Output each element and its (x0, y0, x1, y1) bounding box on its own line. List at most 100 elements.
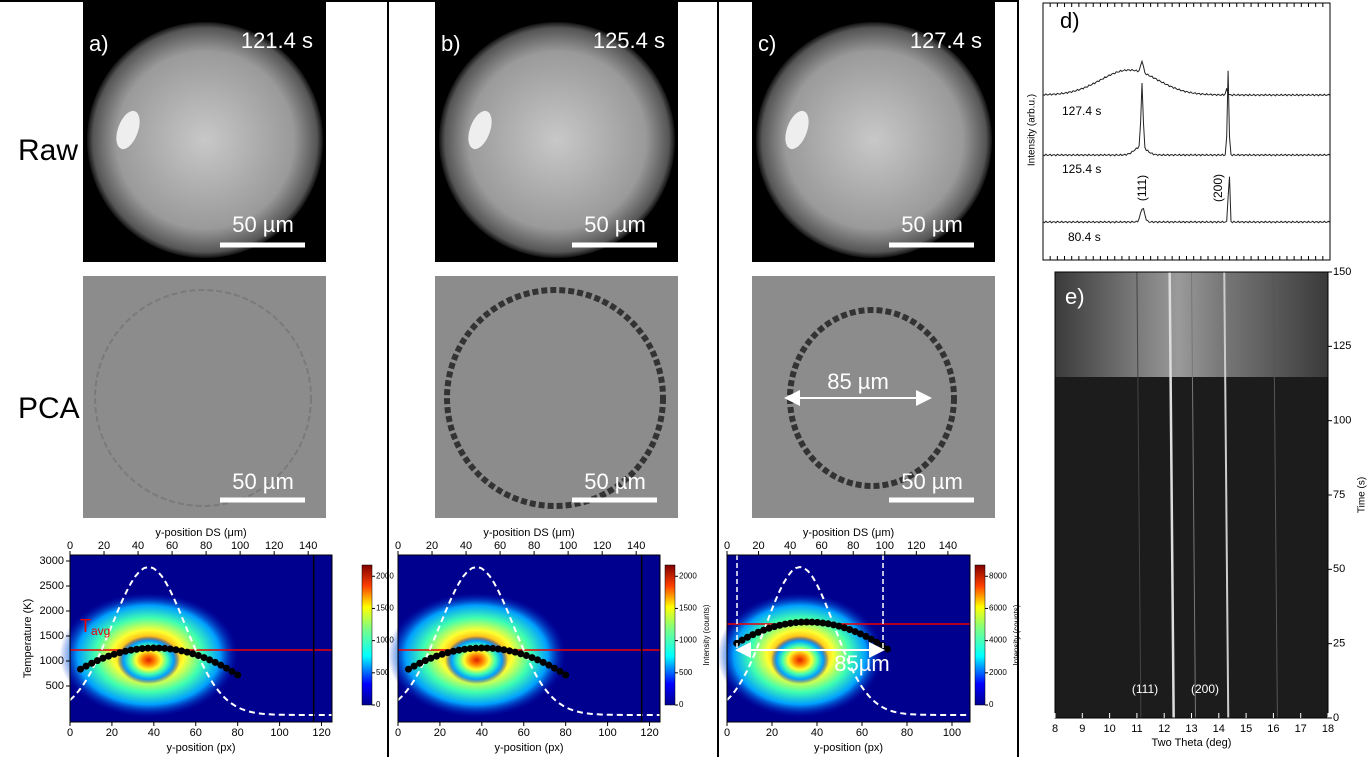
text: 50 µm (584, 469, 646, 494)
text: 50 µm (232, 212, 294, 237)
text: 40 (811, 727, 823, 739)
text: 100 (559, 540, 577, 552)
text: 20 (766, 727, 778, 739)
text: 50 µm (901, 469, 963, 494)
text: 80 (901, 727, 913, 739)
text: 2000 (679, 571, 697, 580)
text: Intensity (arb.u.) (1027, 94, 1038, 166)
text: 1000 (40, 655, 64, 667)
text: 14 (1213, 723, 1225, 735)
text: 1000 (679, 636, 697, 645)
text: 120 (312, 727, 330, 739)
text: 50 µm (901, 212, 963, 237)
text: 2000 (989, 668, 1007, 677)
text: (111) (1132, 682, 1158, 696)
text: 0 (376, 700, 381, 709)
text: 2500 (40, 580, 64, 592)
text: 125.4 s (593, 28, 665, 53)
text: 8 (1052, 723, 1058, 735)
heat-core (117, 636, 180, 684)
text: 0 (1333, 712, 1339, 724)
figure: RawPCAa)121.4 s50 µm50 µmTavgy-position … (0, 0, 1368, 757)
text: 12 (1158, 723, 1170, 735)
text: 85 µm (827, 369, 889, 394)
text: 20 (98, 540, 110, 552)
text: 120 (907, 540, 925, 552)
text: Intensity (counts) (1012, 604, 1021, 665)
text: 140 (299, 540, 317, 552)
text: 100 (876, 540, 894, 552)
text: Two Theta (deg) (1152, 737, 1232, 749)
text: 15 (1240, 723, 1252, 735)
text: 2000 (376, 571, 394, 580)
text: 20 (752, 540, 764, 552)
text: 2000 (40, 605, 64, 617)
text: 4000 (989, 636, 1007, 645)
text: e) (1065, 284, 1085, 309)
text: 60 (518, 727, 530, 739)
text: y-position (px) (166, 742, 235, 754)
text: 60 (494, 540, 506, 552)
text: 50 µm (232, 469, 294, 494)
text: Intensity (counts) (702, 604, 711, 665)
text: 127.4 s (1062, 104, 1101, 118)
heat-core (445, 636, 508, 684)
text: 100 (270, 727, 288, 739)
text: 125.4 s (1062, 162, 1101, 176)
colorbar (975, 565, 985, 705)
text: 100 (1333, 415, 1351, 427)
text: 0 (724, 540, 730, 552)
text: y-position DS (μm) (483, 527, 574, 539)
text: d) (1060, 8, 1080, 33)
text: 0 (724, 727, 730, 739)
text: 80 (528, 540, 540, 552)
text: 20 (434, 727, 446, 739)
text: 40 (476, 727, 488, 739)
text: 60 (166, 540, 178, 552)
text: 0 (395, 540, 401, 552)
text: 20 (426, 540, 438, 552)
text: b) (441, 31, 461, 56)
text: 40 (784, 540, 796, 552)
text: 50 µm (584, 212, 646, 237)
text: 6000 (989, 604, 1007, 613)
text: 0 (67, 540, 73, 552)
text: 120 (265, 540, 283, 552)
text: y-position (px) (814, 742, 883, 754)
text: 60 (816, 540, 828, 552)
text: 17 (1295, 723, 1307, 735)
colorbar (665, 565, 675, 705)
text: 127.4 s (910, 28, 982, 53)
text: y-position DS (μm) (155, 527, 246, 539)
text: Temperature (K) (22, 599, 34, 678)
annotation-sub: avg (91, 624, 110, 638)
text: 40 (132, 540, 144, 552)
colorbar (362, 565, 372, 705)
text: Raw (18, 134, 78, 167)
text: y-position DS (μm) (803, 527, 894, 539)
text: (200) (1191, 682, 1219, 696)
text: 11 (1131, 723, 1142, 735)
profile-dot (234, 671, 241, 678)
text: c) (758, 31, 776, 56)
text: 13 (1185, 723, 1197, 735)
text: 80 (232, 727, 244, 739)
text: 85µm (834, 651, 889, 676)
text: 18 (1322, 723, 1334, 735)
text: 500 (376, 668, 390, 677)
text: 60 (190, 727, 202, 739)
text: 25 (1333, 638, 1345, 650)
profile-dot (562, 671, 569, 678)
text: 0 (395, 727, 401, 739)
text: 80 (560, 727, 572, 739)
text: 125 (1333, 340, 1351, 352)
page: RawPCAa)121.4 s50 µm50 µmTavgy-position … (0, 0, 1368, 757)
text: PCA (18, 392, 80, 425)
text: 50 (1333, 563, 1345, 575)
text: 100 (598, 727, 616, 739)
text: 16 (1267, 723, 1279, 735)
text: Time (s) (1357, 477, 1368, 513)
text: 500 (46, 680, 64, 692)
text: 60 (856, 727, 868, 739)
text: 0 (67, 727, 73, 739)
